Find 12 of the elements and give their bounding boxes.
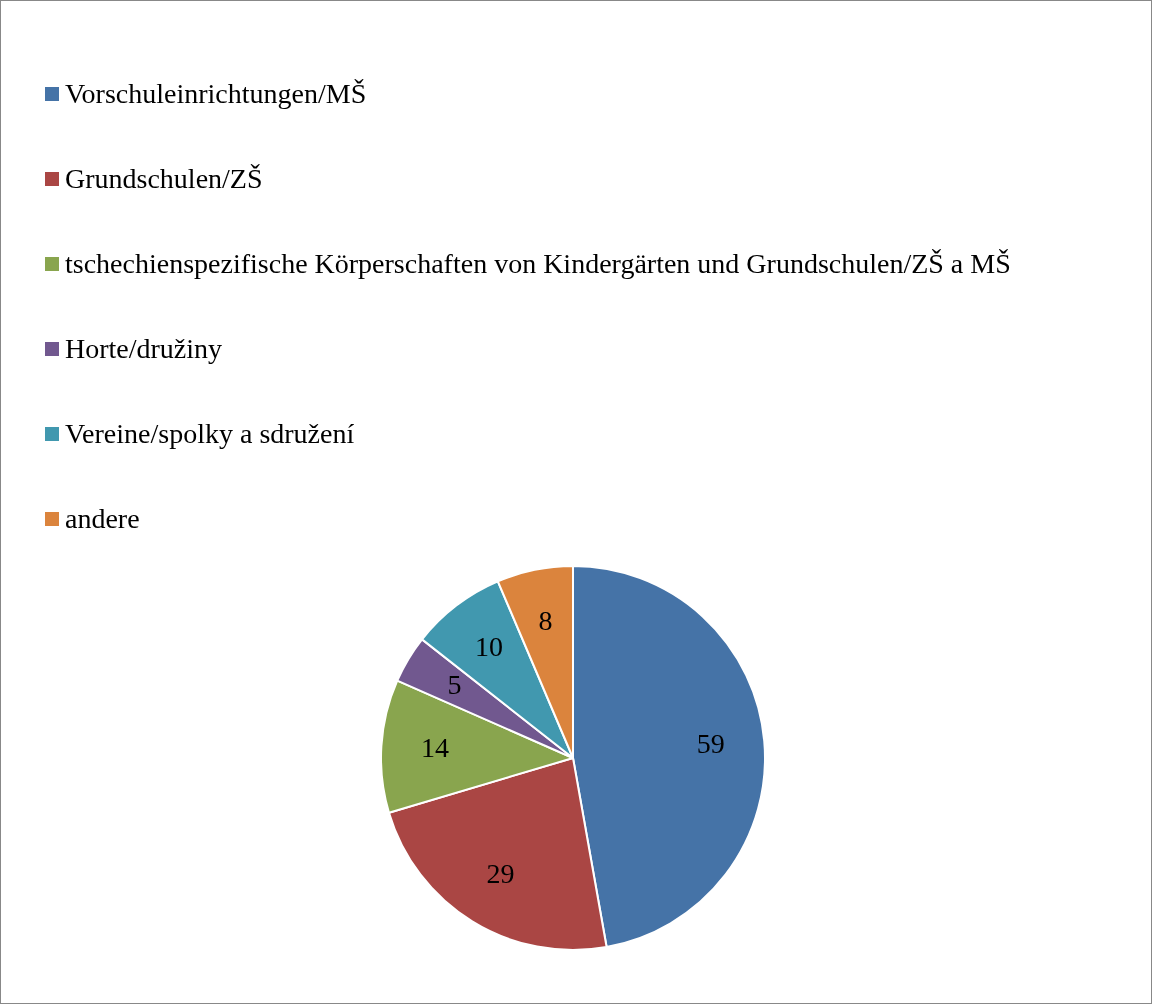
legend-label: tschechienspezifische Körperschaften von Kindergärten und Grundschulen/ZŠ a MŠ xyxy=(65,247,1011,280)
data-label: 10 xyxy=(474,630,503,662)
data-label: 8 xyxy=(538,604,553,636)
data-label: 29 xyxy=(486,858,515,889)
data-label: 59 xyxy=(696,728,725,760)
data-label: 5 xyxy=(447,669,462,701)
legend-label: Grundschulen/ZŠ xyxy=(65,162,263,195)
legend-label: Horte/družiny xyxy=(65,332,223,365)
legend-label: Vereine/spolky a sdružení xyxy=(65,417,355,450)
legend-label: andere xyxy=(65,502,140,535)
data-label: 14 xyxy=(421,731,450,763)
legend-label: Vorschuleinrichtungen/MŠ xyxy=(65,77,367,110)
